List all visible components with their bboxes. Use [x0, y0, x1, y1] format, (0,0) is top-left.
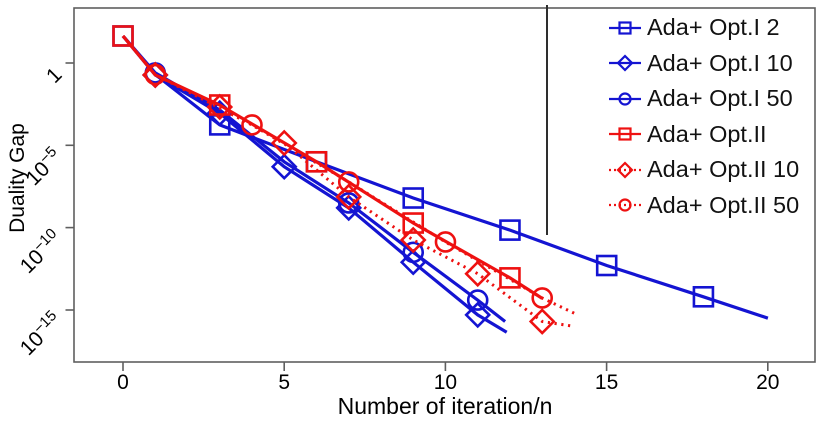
y-axis-label: Duality Gap [6, 123, 29, 233]
legend-marker-blue-diamond-icon [608, 53, 642, 73]
x-axis-ticks [122, 362, 769, 371]
x-tick-label-15: 15 [595, 371, 618, 394]
series-line-1 [121, 34, 508, 334]
y-tick-label-1: 1 [42, 63, 67, 88]
series-4-marker [399, 226, 427, 254]
x-tick-label-20: 20 [756, 371, 779, 394]
series-1-marker [270, 153, 298, 181]
legend-item-ada-opt2-10: Ada+ Opt.II 10 [608, 152, 799, 188]
x-tick-labels: 0 5 10 15 20 [117, 371, 779, 394]
legend-marker-blue-circle-icon [608, 89, 642, 109]
y-tick-label-1e-15: 10−15 [14, 307, 67, 360]
series-0-marker [692, 285, 715, 308]
series-4-marker [528, 308, 556, 335]
series-line-2 [121, 34, 507, 323]
legend-item-ada-opt1-10: Ada+ Opt.I 10 [608, 46, 799, 82]
legend-label: Ada+ Opt.II 10 [647, 156, 800, 183]
legend-marker-red-circle-icon [608, 195, 642, 215]
plot-frame [73, 7, 816, 363]
series-4-marker [464, 260, 492, 288]
series-3-marker [402, 212, 425, 234]
series-layer [112, 25, 769, 335]
legend-box-left-edge [546, 5, 548, 235]
x-tick-label-10: 10 [434, 371, 457, 394]
legend-marker-red-square-icon [608, 124, 642, 144]
series-0-marker [402, 187, 425, 209]
series-0-marker [499, 219, 521, 241]
legend-item-ada-opt1-50: Ada+ Opt.I 50 [608, 81, 799, 117]
legend-marker-blue-square-icon [608, 18, 642, 38]
series-5-marker [337, 171, 360, 193]
x-tick-label-0: 0 [117, 371, 129, 394]
series-2-marker [466, 289, 489, 311]
x-axis-label: Number of iteration/n [338, 393, 553, 419]
legend-item-ada-opt1-2: Ada+ Opt.I 2 [608, 10, 799, 46]
series-1-marker [335, 194, 363, 222]
series-5-marker [241, 114, 263, 136]
series-3-marker [499, 267, 521, 289]
legend-label: Ada+ Opt.II 50 [647, 191, 800, 218]
series-0-marker [595, 254, 618, 277]
series-2-marker [402, 241, 425, 264]
legend-item-ada-opt2: Ada+ Opt.II [608, 117, 799, 153]
legend-item-ada-opt2-50: Ada+ Opt.II 50 [608, 188, 799, 224]
series-4-marker [270, 129, 298, 157]
legend-marker-red-diamond-icon [608, 160, 642, 180]
series-5-marker [144, 63, 167, 86]
legend-label: Ada+ Opt.I 10 [647, 49, 793, 76]
legend: Ada+ Opt.I 2 Ada+ Opt.I 10 Ada+ Opt.I 50… [608, 10, 799, 223]
series-4-marker [206, 93, 234, 121]
series-4-marker [335, 183, 363, 211]
series-line-0 [121, 34, 769, 320]
series-2-marker [337, 192, 360, 214]
legend-label: Ada+ Opt.I 2 [647, 14, 780, 41]
legend-label: Ada+ Opt.II [647, 120, 767, 147]
series-5-marker [531, 287, 554, 309]
y-axis-ticks [65, 62, 74, 311]
series-5-marker [434, 231, 457, 253]
series-line-4 [121, 35, 575, 328]
legend-label: Ada+ Opt.I 50 [647, 85, 793, 112]
series-line-3 [121, 34, 544, 300]
series-line-5 [121, 35, 576, 315]
series-1-marker [464, 301, 492, 329]
x-tick-label-5: 5 [278, 371, 290, 394]
series-3-marker [112, 25, 134, 47]
